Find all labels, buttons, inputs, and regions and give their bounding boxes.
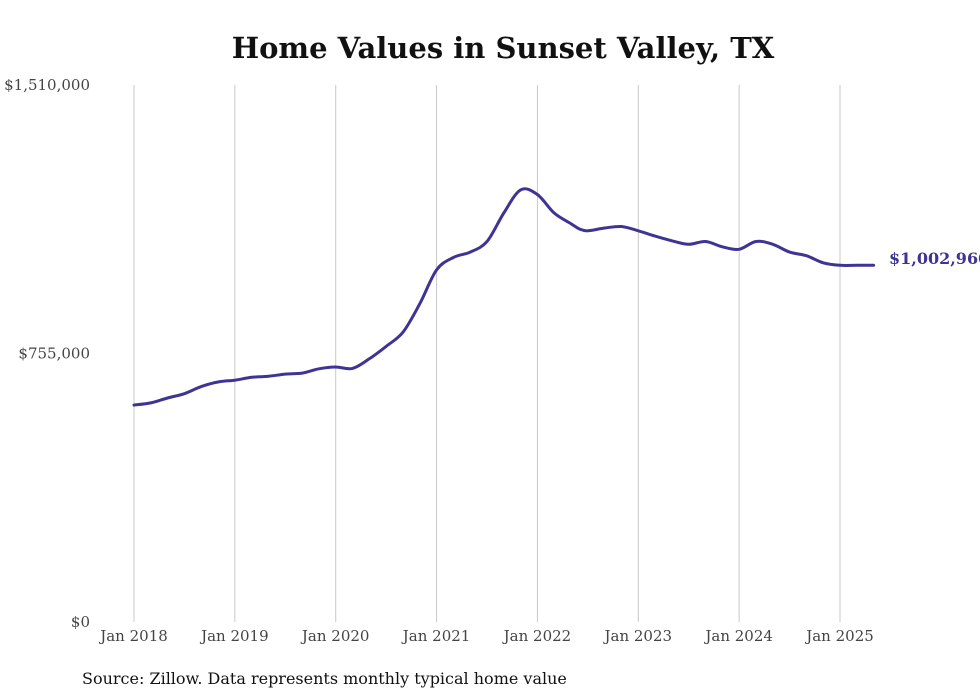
x-tick-label: Jan 2020 — [300, 627, 370, 645]
x-axis-ticks: Jan 2018 Jan 2019 Jan 2020 Jan 2021 Jan 2022… — [98, 627, 874, 645]
series-line-home-value — [132, 187, 876, 407]
x-tick-label: Jan 2024 — [703, 627, 773, 645]
y-axis-ticks: $0 $755,000 $1,510,000 — [4, 76, 90, 631]
x-tick-label: Jan 2025 — [804, 627, 874, 645]
source-note: Source: Zillow. Data represents monthly … — [82, 669, 567, 688]
y-tick-label: $1,510,000 — [4, 76, 90, 94]
x-tick-label: Jan 2023 — [603, 627, 673, 645]
y-tick-label: $755,000 — [18, 345, 90, 363]
gridlines — [133, 85, 841, 622]
x-tick-label: Jan 2019 — [199, 627, 269, 645]
y-tick-label: $0 — [71, 613, 90, 631]
x-tick-label: Jan 2018 — [98, 627, 168, 645]
x-tick-label: Jan 2021 — [401, 627, 471, 645]
end-value-label: $1,002,960 — [889, 249, 980, 268]
chart-title: Home Values in Sunset Valley, TX — [232, 31, 775, 65]
x-tick-label: Jan 2022 — [502, 627, 572, 645]
